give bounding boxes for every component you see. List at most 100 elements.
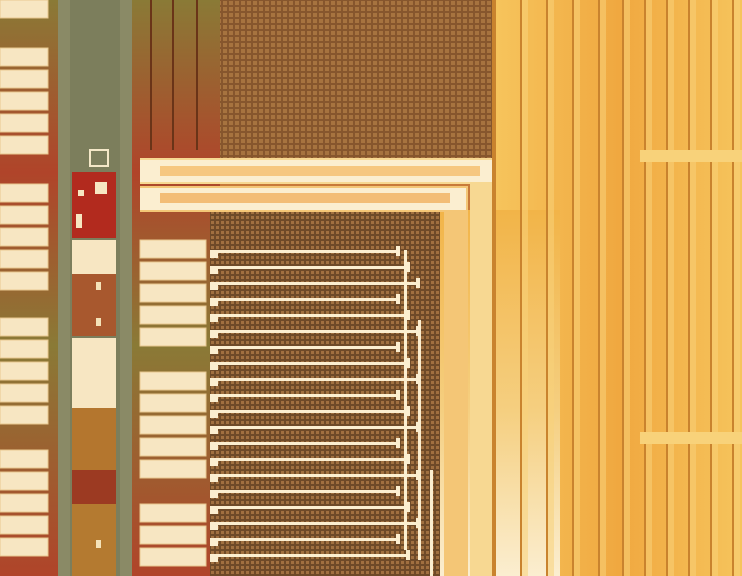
mid-pad [139, 283, 207, 303]
left-pad [0, 361, 49, 381]
finger-trace [210, 474, 420, 477]
left-pad [0, 183, 49, 203]
bus-gap [622, 0, 624, 576]
mid-pad [139, 437, 207, 457]
finger-trace [210, 410, 410, 413]
rail-pad-2 [72, 338, 116, 408]
finger-trace [210, 442, 400, 445]
finger-stub [210, 317, 218, 322]
finger-trace [210, 298, 400, 301]
rail-red-2 [72, 470, 116, 504]
finger-trace [210, 490, 400, 493]
rail-via-2 [96, 318, 101, 326]
finger-stub [210, 541, 218, 546]
finger-tip [396, 486, 400, 496]
finger-stub [210, 301, 218, 306]
bus-edge [492, 0, 496, 576]
mid-pad [139, 239, 207, 259]
finger-trace [210, 378, 420, 381]
left-pad [0, 449, 49, 469]
finger-tip [396, 390, 400, 400]
rail-pad-1 [72, 240, 116, 274]
bus-highlight [600, 0, 606, 576]
mid-pad [139, 261, 207, 281]
finger-stub [210, 477, 218, 482]
finger-trace [210, 426, 420, 429]
finger-tip [396, 342, 400, 352]
finger-tip [406, 502, 410, 512]
mesh-region-lower [210, 210, 442, 576]
finger-spine [430, 470, 433, 576]
mid-pad [139, 305, 207, 325]
finger-stub [210, 285, 218, 290]
mid-pad [139, 503, 207, 523]
rail-brown-3 [72, 504, 116, 576]
bus-gap [666, 0, 668, 576]
bus-gap [732, 0, 734, 576]
finger-spine [404, 250, 407, 550]
left-pad [0, 91, 49, 111]
left-pad [0, 515, 49, 535]
rail-via-3 [96, 540, 101, 548]
cross-bar-top [640, 150, 742, 162]
left-pad [0, 227, 49, 247]
left-pad [0, 405, 49, 425]
bus-gap [520, 0, 522, 576]
finger-stub [210, 397, 218, 402]
bus-gap [688, 0, 690, 576]
left-pad [0, 339, 49, 359]
finger-trace [210, 506, 410, 509]
finger-stub [210, 269, 218, 274]
cross-bar-bottom [640, 432, 742, 444]
finger-trace [210, 394, 400, 397]
bus-highlight [574, 0, 580, 576]
rail-features [72, 149, 116, 576]
left-pad [0, 383, 49, 403]
left-pad [0, 537, 49, 557]
finger-tip [406, 550, 410, 560]
mid-pad [139, 327, 207, 347]
cross-bars [640, 150, 742, 444]
l-buses [140, 158, 496, 576]
finger-trace [210, 458, 410, 461]
bus-gap [572, 0, 574, 576]
finger-tip [406, 406, 410, 416]
finger-trace [210, 330, 420, 333]
rail-via-1 [96, 282, 101, 290]
finger-stub [210, 365, 218, 370]
mesh-region-top [220, 0, 496, 158]
bus-highlight [646, 0, 652, 576]
finger-stub [210, 461, 218, 466]
vertical-bus-lines [492, 0, 740, 576]
red-block-via [78, 190, 84, 196]
red-block [72, 172, 116, 238]
left-pad [0, 113, 49, 133]
bus-gap [710, 0, 712, 576]
left-pad [0, 271, 49, 291]
bus-highlight [522, 0, 528, 576]
mid-pad-column [139, 239, 207, 567]
bus-highlight [734, 0, 740, 576]
rail-brown-1 [72, 274, 116, 336]
finger-trace [210, 266, 410, 269]
bus-highlight [712, 0, 718, 576]
mid-pad [139, 393, 207, 413]
mid-substrate-lines [150, 0, 198, 150]
left-pad [0, 47, 49, 67]
left-pad-column [0, 0, 49, 557]
finger-trace [210, 314, 410, 317]
finger-trace [210, 282, 420, 285]
left-pad [0, 135, 49, 155]
left-pad [0, 69, 49, 89]
mid-pad [139, 547, 207, 567]
finger-tip [396, 438, 400, 448]
finger-tip [406, 262, 410, 272]
rail-brown-2 [72, 408, 116, 470]
finger-stub [210, 509, 218, 514]
bus-gap [546, 0, 548, 576]
alignment-mark [89, 149, 109, 167]
finger-tip [396, 294, 400, 304]
finger-stub [210, 525, 218, 530]
finger-trace [210, 362, 410, 365]
